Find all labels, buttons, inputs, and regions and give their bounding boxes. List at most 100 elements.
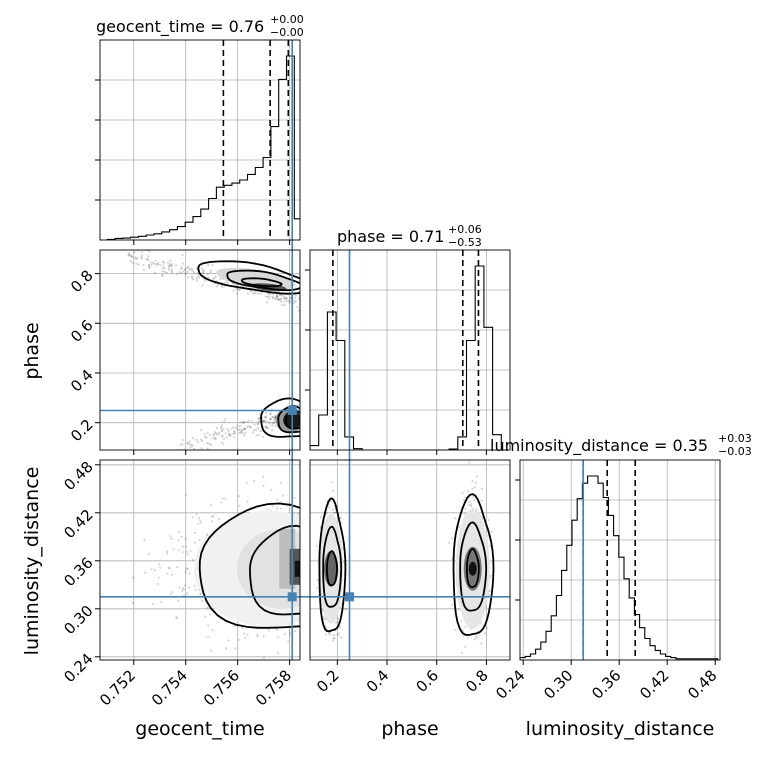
- scatter-point-a-upper: [289, 296, 292, 299]
- scatter-point-b: [166, 550, 169, 553]
- scatter-point-a-upper: [206, 273, 209, 276]
- scatter-point-b: [253, 479, 256, 483]
- scatter-point-b: [151, 602, 154, 606]
- contour-b-1: [198, 502, 300, 629]
- scatter-point-a-upper: [288, 299, 291, 302]
- scatter-point-a-upper: [220, 285, 224, 288]
- panel-frame-0-0: [99, 39, 301, 241]
- scatter-point-a-upper: [137, 263, 140, 266]
- scatter-point-c-right: [450, 537, 453, 540]
- contour-a-lower-1: [260, 397, 300, 438]
- title-geocent-time-sup: +0.00: [270, 13, 304, 26]
- scatter-point-a-lower: [192, 437, 195, 440]
- scatter-point-b: [210, 503, 213, 506]
- scatter-point-a-lower: [272, 421, 275, 424]
- ytick-label-luminosity_distance-4: 0.48: [60, 458, 96, 494]
- scatter-point-b: [270, 488, 273, 491]
- scatter-point-a-lower: [243, 420, 246, 423]
- scatter-point-b: [186, 592, 189, 595]
- scatter-point-a-upper: [171, 270, 174, 273]
- scatter-point-a-upper: [161, 274, 164, 278]
- scatter-point-b: [148, 553, 151, 556]
- scatter-point-a-upper: [282, 300, 285, 303]
- scatter-point-a-lower: [187, 441, 190, 444]
- scatter-point-c-left: [328, 633, 331, 636]
- xlabel-geocent-time: geocent_time: [135, 718, 264, 740]
- panel-frame-1-0: [99, 249, 301, 451]
- scatter-point-a-lower: [223, 420, 226, 423]
- scatter-point-c-left: [333, 511, 336, 514]
- scatter-point-a-lower: [181, 438, 184, 442]
- scatter-point-c-left: [322, 615, 325, 619]
- scatter-point-a-lower: [255, 428, 258, 431]
- scatter-point-c-right: [468, 500, 471, 503]
- scatter-point-c-right: [471, 479, 474, 483]
- scatter-point-a-lower: [181, 442, 184, 445]
- scatter-point-a-lower: [249, 426, 252, 429]
- scatter-point-a-lower: [257, 427, 260, 430]
- scatter-point-a-lower: [188, 440, 191, 443]
- scatter-point-c-right: [461, 629, 465, 632]
- scatter-point-b: [144, 571, 147, 574]
- scatter-point-a-lower: [213, 438, 216, 441]
- scatter-point-a-upper: [195, 279, 198, 282]
- scatter-point-a-upper: [235, 288, 238, 291]
- scatter-point-c-right: [473, 486, 476, 489]
- scatter-point-a-upper: [183, 269, 187, 272]
- scatter-point-b: [281, 494, 285, 497]
- histogram-line-geocent_time: [106, 55, 300, 240]
- scatter-point-a-upper: [195, 277, 198, 280]
- scatter-point-a-upper: [178, 270, 181, 274]
- scatter-point-b: [185, 567, 189, 570]
- scatter-point-a-upper: [129, 259, 132, 262]
- scatter-point-c-left: [316, 587, 319, 590]
- scatter-point-a-lower: [242, 421, 245, 424]
- scatter-point-a-upper: [256, 292, 259, 295]
- scatter-point-c-right: [464, 507, 467, 510]
- scatter-point-a-upper: [280, 297, 283, 300]
- scatter-point-a-upper: [145, 258, 148, 261]
- scatter-point-a-lower: [264, 425, 267, 428]
- ytick-label-luminosity_distance-3: 0.42: [60, 506, 96, 542]
- scatter-point-a-lower: [204, 435, 207, 439]
- xtick-label-luminosity_distance-0: 0.24: [492, 666, 528, 702]
- scatter-point-a-lower: [189, 446, 193, 449]
- scatter-point-a-lower: [259, 430, 262, 433]
- scatter-point-b: [266, 508, 269, 511]
- scatter-point-a-upper: [154, 271, 157, 275]
- scatter-point-c-left: [339, 517, 343, 520]
- scatter-point-a-lower: [208, 442, 211, 445]
- scatter-point-a-upper: [238, 288, 241, 291]
- scatter-point-a-upper: [276, 295, 279, 298]
- ytick-label-phase-2: 0.6: [67, 316, 97, 346]
- scatter-point-a-lower: [206, 447, 209, 450]
- histogram-geocent_time: [106, 55, 300, 240]
- scatter-point-c-right: [490, 530, 493, 533]
- scatter-point-c-right: [478, 634, 481, 637]
- contour-a-upper-3: [240, 277, 283, 288]
- scatter-point-a-lower: [271, 429, 274, 432]
- scatter-point-c-right: [470, 503, 473, 506]
- scatter-point-c-right: [474, 481, 477, 484]
- scatter-point-b: [238, 504, 241, 507]
- scatter-point-c-right: [474, 635, 478, 638]
- scatter-point-a-lower: [239, 421, 242, 424]
- scatter-point-b: [191, 558, 194, 561]
- scatter-point-a-upper: [147, 263, 150, 267]
- scatter-point-a-lower: [243, 427, 246, 430]
- scatter-point-a-upper: [136, 257, 139, 260]
- scatter-point-b: [178, 586, 181, 589]
- scatter-point-c-left: [333, 511, 336, 514]
- truth-marker-time-phase: [287, 405, 297, 415]
- scatter-point-a-lower: [213, 430, 217, 434]
- scatter-point-b: [280, 664, 282, 666]
- scatter-point-a-lower: [253, 423, 256, 426]
- scatter-point-a-lower: [244, 431, 247, 434]
- scatter-point-a-lower: [243, 434, 246, 437]
- grid-layer: [100, 40, 720, 660]
- scatter-point-c-left: [340, 636, 343, 639]
- scatter-point-a-lower: [261, 420, 265, 423]
- scatter-point-a-lower: [248, 419, 251, 422]
- scatter-point-b: [185, 493, 188, 496]
- scatter-point-a-lower: [272, 422, 275, 425]
